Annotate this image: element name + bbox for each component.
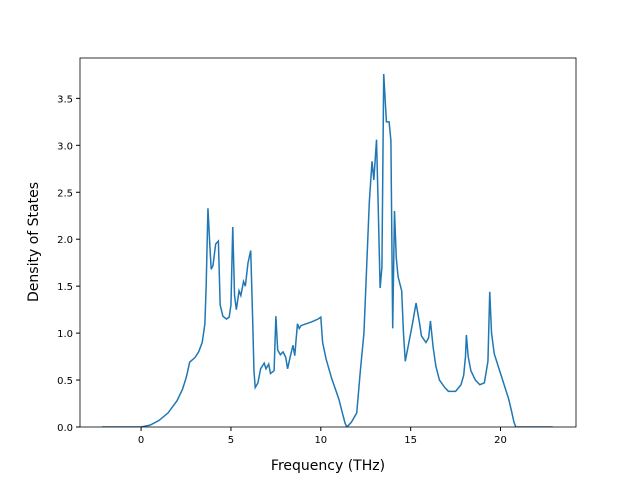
x-tick-label: 10 — [314, 435, 327, 446]
y-tick-label: 2.5 — [57, 188, 73, 199]
x-tick-label: 15 — [404, 435, 417, 446]
y-tick-label: 3.5 — [57, 94, 73, 105]
plot-frame — [79, 57, 577, 428]
y-axis-label: Density of States — [26, 182, 42, 302]
x-tick-label: 5 — [228, 435, 234, 446]
x-tick-label: 0 — [138, 435, 144, 446]
y-tick-label: 1.0 — [57, 329, 73, 340]
y-tick-label: 0.0 — [57, 423, 73, 434]
line — [102, 73, 553, 427]
y-tick-label: 2.0 — [57, 235, 73, 246]
y-tick-label: 0.5 — [57, 376, 73, 387]
y-tick-label: 3.0 — [57, 141, 73, 152]
x-axis-label: Frequency (THz) — [271, 458, 385, 474]
x-tick-label: 20 — [494, 435, 507, 446]
y-tick-label: 1.5 — [57, 282, 73, 293]
